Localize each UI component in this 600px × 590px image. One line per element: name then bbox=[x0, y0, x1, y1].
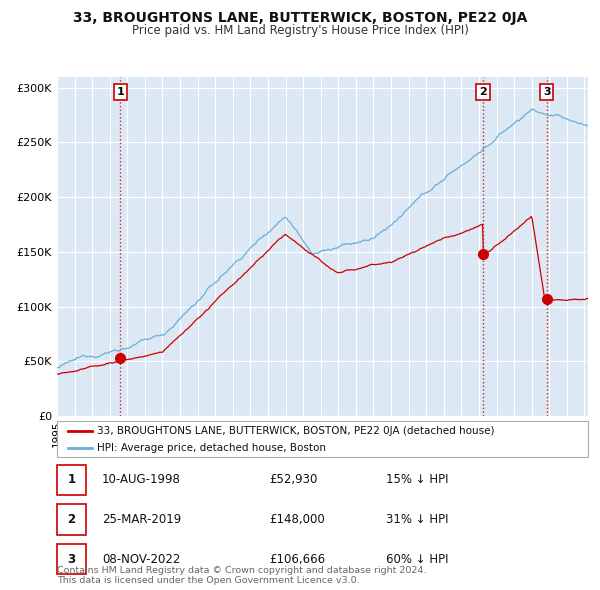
Text: £52,930: £52,930 bbox=[269, 473, 318, 487]
Text: 1: 1 bbox=[67, 473, 76, 487]
Bar bbox=[57, 465, 86, 495]
Text: £148,000: £148,000 bbox=[269, 513, 325, 526]
Text: 08-NOV-2022: 08-NOV-2022 bbox=[102, 552, 181, 566]
Text: 31% ↓ HPI: 31% ↓ HPI bbox=[386, 513, 449, 526]
Text: HPI: Average price, detached house, Boston: HPI: Average price, detached house, Bost… bbox=[97, 443, 326, 453]
Text: 2: 2 bbox=[479, 87, 487, 97]
Text: £106,666: £106,666 bbox=[269, 552, 326, 566]
Text: 10-AUG-1998: 10-AUG-1998 bbox=[102, 473, 181, 487]
Text: 33, BROUGHTONS LANE, BUTTERWICK, BOSTON, PE22 0JA: 33, BROUGHTONS LANE, BUTTERWICK, BOSTON,… bbox=[73, 11, 527, 25]
Text: 3: 3 bbox=[67, 552, 76, 566]
Bar bbox=[57, 504, 86, 535]
Text: 25-MAR-2019: 25-MAR-2019 bbox=[102, 513, 181, 526]
Text: 33, BROUGHTONS LANE, BUTTERWICK, BOSTON, PE22 0JA (detached house): 33, BROUGHTONS LANE, BUTTERWICK, BOSTON,… bbox=[97, 426, 494, 436]
Bar bbox=[57, 544, 86, 574]
Text: 3: 3 bbox=[543, 87, 550, 97]
Text: Price paid vs. HM Land Registry's House Price Index (HPI): Price paid vs. HM Land Registry's House … bbox=[131, 24, 469, 37]
Text: 1: 1 bbox=[116, 87, 124, 97]
Text: Contains HM Land Registry data © Crown copyright and database right 2024.
This d: Contains HM Land Registry data © Crown c… bbox=[57, 566, 427, 585]
Text: 2: 2 bbox=[67, 513, 76, 526]
Text: 60% ↓ HPI: 60% ↓ HPI bbox=[386, 552, 449, 566]
Text: 15% ↓ HPI: 15% ↓ HPI bbox=[386, 473, 449, 487]
